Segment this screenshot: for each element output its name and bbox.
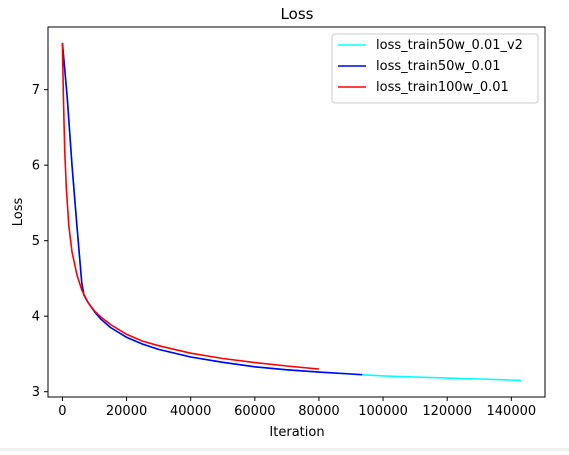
legend: loss_train50w_0.01_v2 loss_train50w_0.01…	[331, 33, 539, 104]
x-tick-label: 120000	[422, 404, 472, 419]
x-tick-label: 60000	[234, 404, 275, 419]
series-layer	[61, 42, 522, 382]
x-axis-label: Iteration	[269, 425, 324, 440]
x-ticks: 0 20000 40000 60000 80000 100000 120000 140000	[58, 397, 536, 419]
x-tick-label: 140000	[487, 404, 537, 419]
x-tick-label: 80000	[298, 404, 339, 419]
series-line-1	[61, 42, 363, 376]
series-line-2	[61, 42, 319, 370]
legend-frame	[331, 33, 539, 104]
y-tick-label: 5	[32, 234, 40, 249]
x-tick-label: 20000	[106, 404, 147, 419]
legend-label-loss-train50w-v2: loss_train50w_0.01_v2	[376, 38, 523, 53]
legend-label-loss-train100w: loss_train100w_0.01	[376, 80, 509, 95]
y-tick-label: 7	[32, 83, 40, 98]
y-tick-label: 6	[32, 159, 40, 174]
x-tick-label: 0	[58, 404, 66, 419]
chart-title: Loss	[281, 5, 314, 23]
x-tick-label: 100000	[358, 404, 408, 419]
legend-label-loss-train50w: loss_train50w_0.01	[376, 59, 501, 74]
plot-area-frame	[47, 26, 546, 398]
y-ticks: 3 4 5 6 7	[32, 83, 48, 400]
y-tick-label: 4	[32, 310, 40, 325]
y-axis-label: Loss	[11, 198, 26, 227]
y-tick-label: 3	[32, 385, 40, 400]
x-tick-label: 40000	[170, 404, 211, 419]
page-bottom-band	[0, 448, 569, 451]
